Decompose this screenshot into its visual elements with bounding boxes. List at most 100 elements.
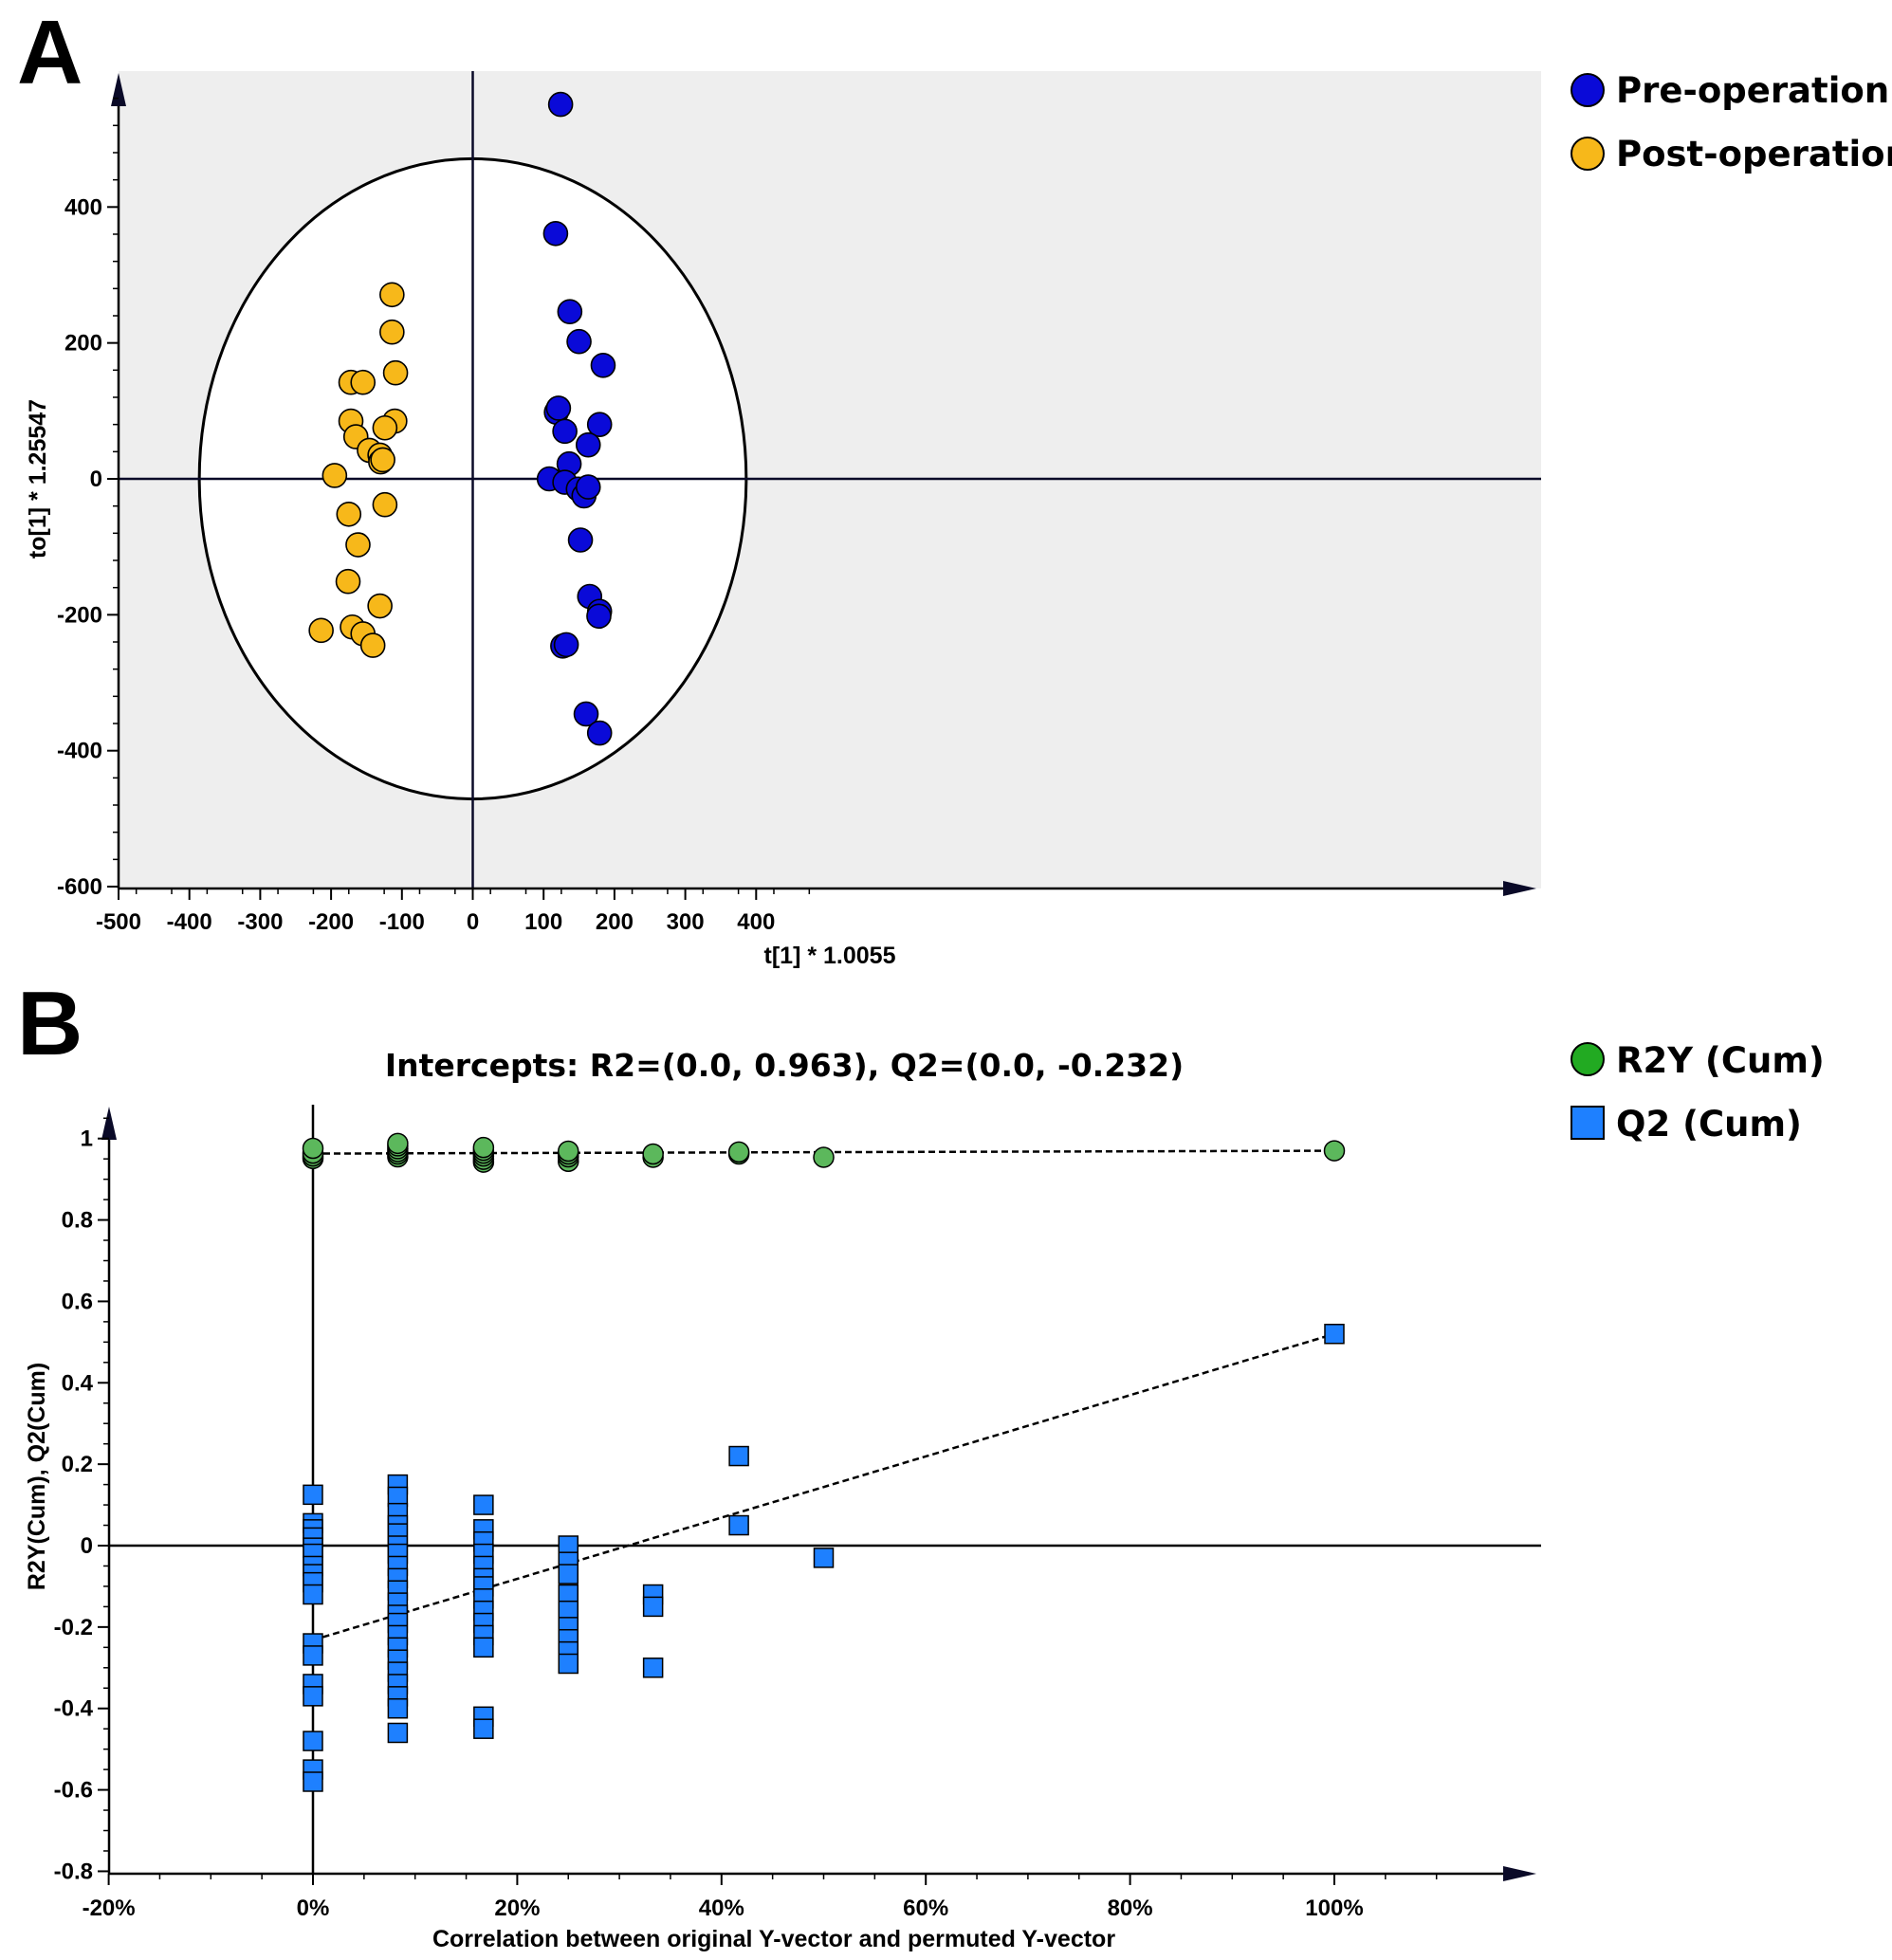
point-q2 — [473, 1718, 494, 1739]
panel-a-y-tick-label: 200 — [64, 331, 102, 357]
panel-b-letter: B — [17, 973, 83, 1074]
point-post-operation — [350, 369, 377, 395]
panel-b-x-axis-arrow — [1503, 1866, 1536, 1881]
panel-b-y-tick-label: -0.8 — [54, 1859, 93, 1884]
panel-a-x-tick-label: -500 — [96, 909, 141, 935]
point-r2y — [1323, 1140, 1346, 1162]
point-post-operation — [379, 319, 405, 345]
panel-b-y-tick-label: -0.6 — [54, 1778, 93, 1804]
panel-b-x-tick-label: 80% — [1108, 1896, 1153, 1921]
panel-b-y-tick-label: 0.6 — [62, 1289, 93, 1314]
panel-b-x-tick-label: -20% — [83, 1896, 136, 1921]
panel-a-x-tick-label: 300 — [667, 909, 705, 935]
panel-b-y-tick-label: 0.4 — [62, 1370, 94, 1396]
panel-a-y-tick-label: 400 — [64, 194, 102, 220]
point-post-operation — [335, 568, 361, 595]
legend-marker-post-operation — [1571, 137, 1605, 171]
panel-b-x-tick-label: 40% — [699, 1896, 744, 1921]
panel-a: A -500 -400 -300 -200 -100 0 100 200 300 400 400 20… — [17, 2, 1892, 969]
point-q2 — [387, 1697, 409, 1719]
panel-b-y-axis-arrow — [101, 1107, 117, 1140]
panel-a-x-axis-arrow — [1503, 881, 1536, 896]
panel-a-x-tick-label: 0 — [467, 909, 479, 935]
panel-b-y-tick-label: 1 — [81, 1127, 93, 1152]
panel-b-y-tick-label: 0.2 — [62, 1452, 93, 1477]
point-q2 — [642, 1596, 664, 1618]
panel-b-title: Intercepts: R2=(0.0, 0.963), Q2=(0.0, -0… — [385, 1047, 1184, 1084]
panel-b-legend: R2Y (Cum) Q2 (Cum) — [1571, 1040, 1825, 1145]
panel-b-x-tick-label: 60% — [903, 1896, 948, 1921]
point-post-operation — [382, 359, 409, 386]
point-q2 — [303, 1584, 323, 1605]
panel-b-y-tick-label: -0.4 — [54, 1696, 94, 1722]
point-post-operation — [372, 491, 398, 518]
panel-a-y-tick-label: -200 — [57, 602, 102, 628]
point-post-operation — [359, 632, 386, 658]
point-pre-operation — [553, 632, 579, 658]
panel-b-y-axis-title: R2Y(Cum), Q2(Cum) — [24, 1363, 50, 1590]
legend-label-post-operation: Post-operation — [1616, 134, 1892, 174]
panel-a-y-tick-label: -400 — [57, 739, 102, 764]
point-q2 — [1324, 1324, 1345, 1345]
panel-a-legend: Pre-operation Post-operation — [1571, 70, 1892, 174]
point-post-operation — [321, 463, 348, 488]
point-pre-operation — [573, 701, 599, 727]
point-q2 — [473, 1637, 494, 1658]
point-r2y — [472, 1136, 495, 1159]
point-r2y — [813, 1146, 835, 1168]
panel-b-points — [302, 1132, 1346, 1792]
panel-a-zero-lines — [119, 71, 1541, 888]
panel-a-y-tick-label: -600 — [57, 874, 102, 900]
panel-b-y-tick-label: 0 — [81, 1533, 93, 1559]
point-q2 — [813, 1548, 835, 1568]
legend-marker-r2y — [1571, 1042, 1605, 1076]
point-post-operation — [336, 501, 362, 527]
legend-marker-q2 — [1571, 1106, 1605, 1140]
point-pre-operation — [552, 418, 578, 445]
panel-a-letter: A — [17, 2, 83, 103]
point-post-operation — [370, 447, 395, 473]
panel-b-y-tick-label: 0.8 — [62, 1208, 93, 1234]
point-q2 — [303, 1686, 323, 1707]
panel-b-y-tick-label: -0.2 — [54, 1615, 93, 1640]
point-post-operation — [345, 532, 371, 558]
point-pre-operation — [586, 720, 613, 746]
point-q2 — [387, 1722, 409, 1744]
legend-label-pre-operation: Pre-operation — [1616, 70, 1889, 111]
point-pre-operation — [590, 353, 616, 378]
point-pre-operation — [575, 431, 601, 458]
point-q2 — [303, 1645, 323, 1666]
legend-label-q2: Q2 (Cum) — [1616, 1104, 1802, 1145]
panel-b-x-tick-label: 100% — [1305, 1896, 1363, 1921]
panel-a-x-tick-label: -400 — [167, 909, 212, 935]
panel-a-x-tick-label: -100 — [379, 909, 425, 935]
point-pre-operation — [567, 527, 594, 553]
point-q2 — [303, 1771, 323, 1792]
point-q2 — [728, 1514, 749, 1536]
point-r2y — [727, 1141, 750, 1163]
point-post-operation — [379, 282, 405, 308]
panel-a-axes: -500 -400 -300 -200 -100 0 100 200 300 400 400 200 0… — [57, 73, 1536, 935]
panel-a-x-tick-label: -300 — [237, 909, 283, 935]
point-post-operation — [367, 593, 393, 619]
legend-label-r2y: R2Y (Cum) — [1616, 1040, 1825, 1081]
point-post-operation — [308, 617, 334, 644]
panel-a-y-axis-title: to[1] * 1.25547 — [25, 399, 51, 559]
legend-marker-pre-operation — [1571, 73, 1605, 107]
point-pre-operation — [545, 395, 572, 421]
point-r2y — [558, 1140, 579, 1163]
panel-b-axes: -20% 0% 20% 40% 60% 80% 100% 1 0.8 0.6 0.4 0.2 0 -0.2… — [54, 1107, 1536, 1921]
panel-b-x-axis-title: Correlation between original Y-vector an… — [432, 1926, 1115, 1952]
panel-a-x-tick-label: 100 — [524, 909, 562, 935]
point-r2y — [387, 1132, 409, 1155]
point-pre-operation — [566, 328, 592, 355]
panel-a-x-axis-title: t[1] * 1.0055 — [764, 943, 896, 969]
panel-b-x-tick-label: 20% — [494, 1896, 540, 1921]
point-q2 — [473, 1494, 494, 1515]
point-q2 — [558, 1653, 579, 1675]
panel-b-zero-lines — [109, 1105, 1541, 1874]
point-post-operation — [372, 414, 398, 441]
panel-a-points — [308, 91, 616, 746]
point-q2 — [642, 1658, 664, 1678]
